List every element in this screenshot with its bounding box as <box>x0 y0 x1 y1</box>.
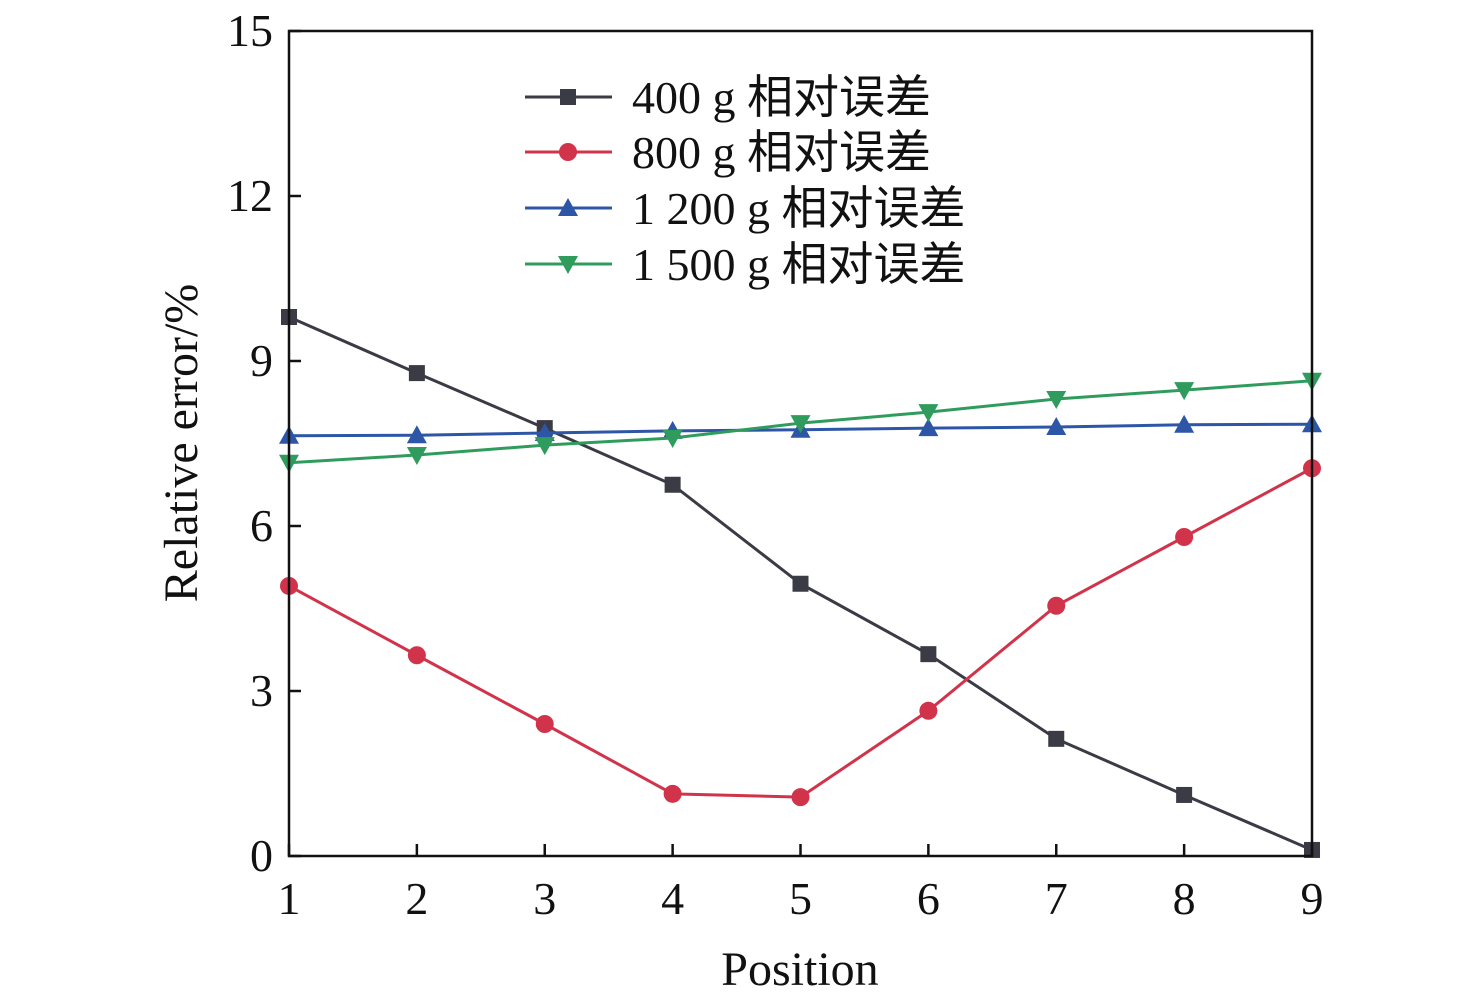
triangle-up-marker <box>406 425 427 444</box>
x-tick-label: 5 <box>789 873 812 924</box>
x-tick-label: 2 <box>405 873 428 924</box>
legend-label: 800 g 相对误差 <box>632 127 931 178</box>
triangle-down-marker <box>662 430 683 448</box>
legend-label: 1 200 g 相对误差 <box>632 183 966 234</box>
circle-marker <box>919 701 938 720</box>
circle-marker <box>1047 596 1066 615</box>
square-marker <box>1176 786 1193 803</box>
x-tick-label: 6 <box>917 873 940 924</box>
triangle-up-marker <box>918 418 939 437</box>
x-tick-label: 4 <box>661 873 684 924</box>
triangle-down-marker <box>406 447 427 466</box>
triangle-up-marker <box>1046 417 1067 435</box>
circle-marker <box>407 646 426 665</box>
legend-item: 1 200 g 相对误差 <box>525 183 966 234</box>
y-tick-label: 3 <box>250 665 273 716</box>
series-line <box>288 466 1313 799</box>
triangle-up-marker <box>558 198 578 216</box>
y-tick-label: 0 <box>250 830 273 881</box>
y-tick-label: 6 <box>250 500 273 551</box>
triangle-down-marker <box>1046 390 1067 409</box>
circle-marker <box>559 143 577 161</box>
triangle-up-marker <box>534 423 555 442</box>
legend-label: 1 500 g 相对误差 <box>632 239 966 290</box>
triangle-down-marker <box>558 256 578 274</box>
y-tick-label: 9 <box>250 335 273 386</box>
x-axis-title: Position <box>721 943 878 996</box>
circle-marker <box>535 715 554 733</box>
square-marker <box>408 365 425 382</box>
circle-marker <box>791 788 810 807</box>
x-tick-label: 3 <box>533 873 556 924</box>
triangle-up-marker <box>1174 414 1195 433</box>
x-tick-label: 7 <box>1045 873 1068 924</box>
square-marker <box>792 575 809 592</box>
x-tick-label: 8 <box>1173 873 1196 924</box>
legend-item: 800 g 相对误差 <box>525 127 931 178</box>
y-tick-label: 15 <box>227 5 273 56</box>
series-400g <box>281 309 1320 858</box>
legend-item: 400 g 相对误差 <box>525 72 931 123</box>
triangle-down-marker <box>918 404 939 423</box>
square-marker <box>560 89 576 105</box>
x-tick-label: 9 <box>1301 873 1324 924</box>
legend-item: 1 500 g 相对误差 <box>525 239 966 290</box>
circle-marker <box>1175 528 1194 546</box>
series-1500g <box>279 372 1322 473</box>
chart-marks <box>279 309 1322 858</box>
square-marker <box>664 476 681 493</box>
square-marker <box>920 646 937 663</box>
legend-label: 400 g 相对误差 <box>632 72 931 123</box>
circle-marker <box>663 784 682 803</box>
series-800g <box>280 459 1321 807</box>
triangle-down-marker <box>790 415 811 434</box>
y-axis-title: Relative error/% <box>155 284 208 603</box>
y-tick-label: 12 <box>227 170 273 221</box>
triangle-down-marker <box>534 437 555 456</box>
x-tick-label: 1 <box>278 873 301 924</box>
triangle-down-marker <box>1174 382 1195 401</box>
square-marker <box>1048 730 1065 747</box>
